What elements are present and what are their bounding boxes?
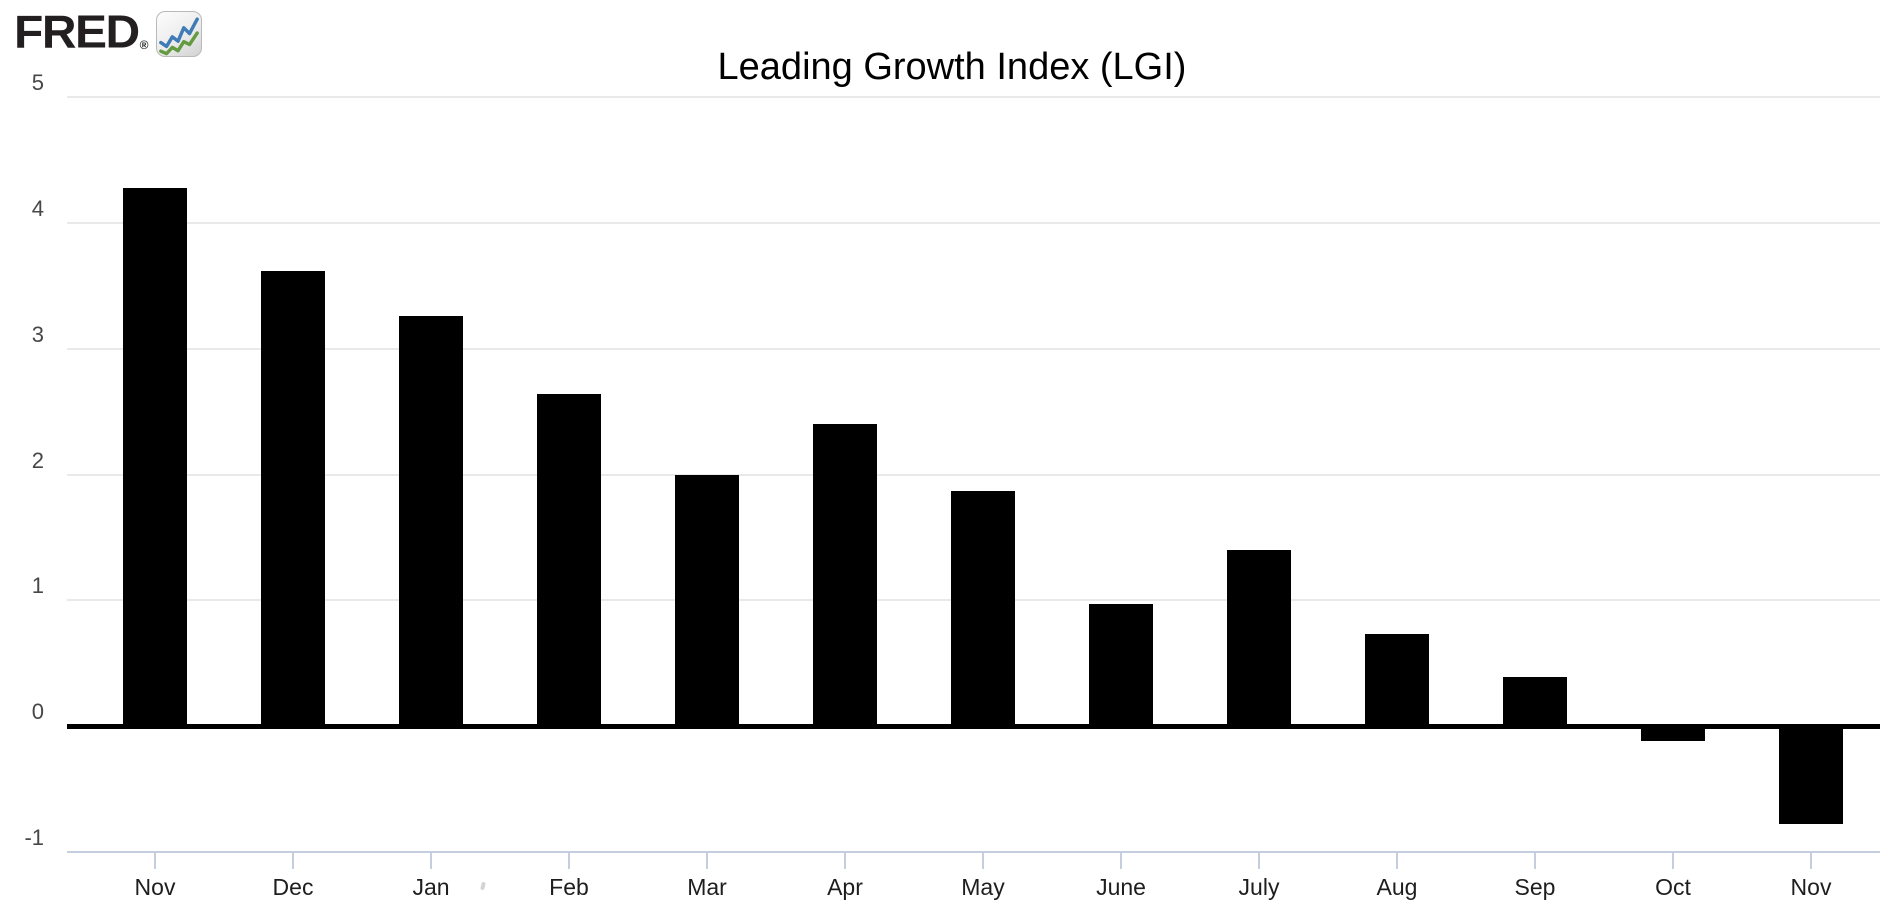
y-gridline [67,347,1880,350]
x-tick [1672,852,1674,869]
bar-july[interactable] [1227,550,1291,727]
x-axis-label: Feb [549,874,589,900]
x-axis-label: Sep [1514,874,1556,900]
y-gridline [67,473,1880,476]
x-axis-label: Jan [412,874,450,900]
chart-title: Leading Growth Index (LGI) [717,46,1187,88]
x-tick [1810,852,1812,869]
x-axis-label: Nov [134,874,176,900]
x-tick [1396,852,1398,869]
x-axis-label: Mar [687,874,727,900]
y-gridline [67,221,1880,224]
x-tick [1120,852,1122,869]
x-axis-label: May [961,874,1005,900]
y-axis-label: 4 [31,195,44,221]
y-axis-label: 1 [31,573,44,599]
bar-june[interactable] [1089,604,1153,727]
x-tick [430,852,432,869]
bar-aug[interactable] [1365,634,1429,727]
x-axis-label: June [1096,874,1146,900]
y-axis-label: 0 [31,699,44,725]
y-axis-label: 5 [31,70,44,95]
bar-dec[interactable] [261,270,325,727]
bar-sep[interactable] [1503,677,1567,727]
x-tick [568,852,570,869]
x-axis-label: July [1238,874,1280,900]
registered-mark: ® [139,38,149,52]
bar-feb[interactable] [537,393,601,727]
bar-nov[interactable] [1779,726,1843,825]
x-tick [292,852,294,869]
x-axis-label: Dec [272,874,314,900]
bar-may[interactable] [951,490,1015,727]
x-tick [706,852,708,869]
x-tick [844,852,846,869]
fred-wordmark: FRED [14,7,140,58]
bar-nov[interactable] [123,187,187,727]
x-tick [982,852,984,869]
y-axis-label: -1 [24,825,44,850]
y-gridline [67,96,1880,98]
bar-oct[interactable] [1641,726,1705,742]
x-tick [154,852,156,869]
x-axis-label: Aug [1376,874,1418,900]
y-axis-label: 2 [31,447,44,473]
x-axis-line [67,851,1880,853]
x-axis-label: Nov [1790,874,1832,900]
x-tick [1534,852,1536,869]
fred-logo[interactable]: FRED ® [14,8,202,58]
zero-line [67,723,1880,729]
x-axis-label: Oct [1655,874,1691,900]
x-tick [1258,852,1260,869]
bar-mar[interactable] [675,474,739,727]
bar-apr[interactable] [813,424,877,727]
x-axis-label: Apr [827,874,863,900]
y-axis-label: 3 [31,321,44,347]
line-chart-icon [155,11,202,57]
bar-jan[interactable] [399,315,463,727]
